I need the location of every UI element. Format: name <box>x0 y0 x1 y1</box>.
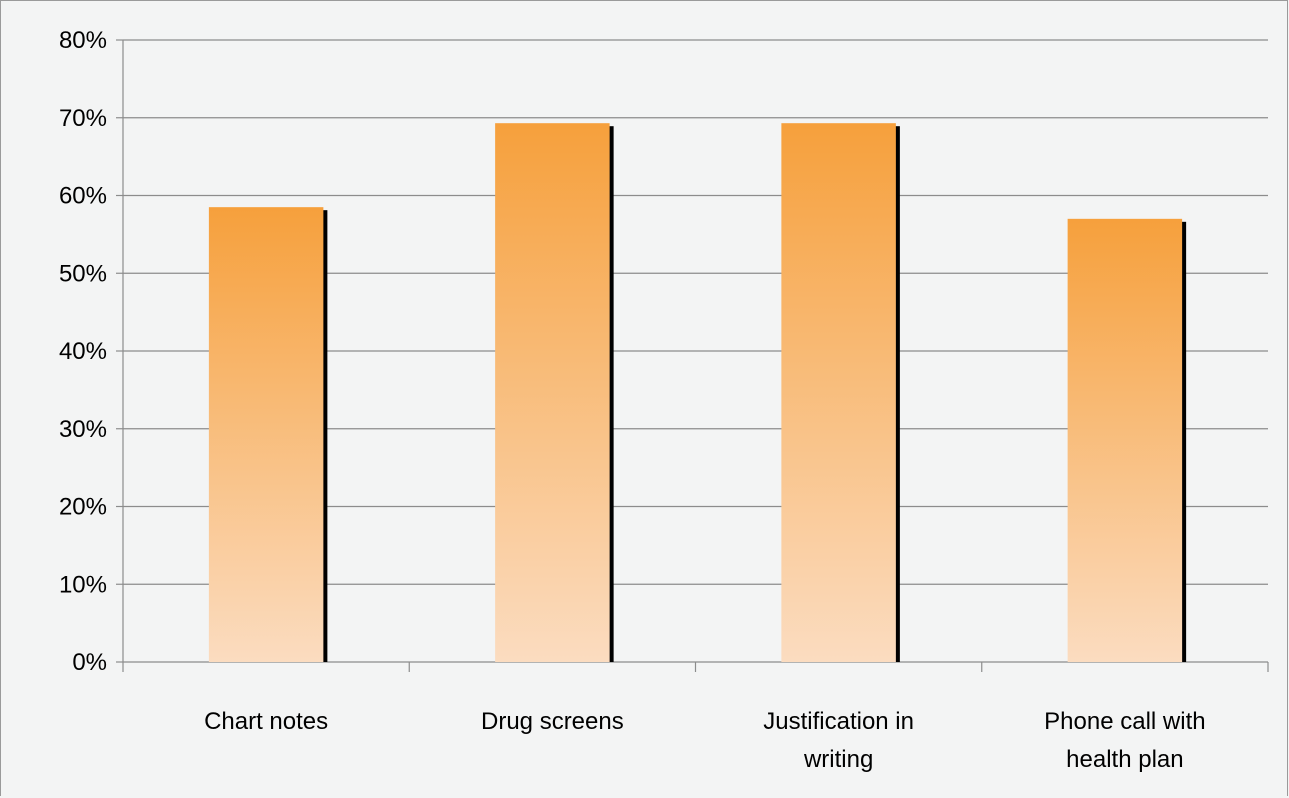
bars <box>208 123 1187 662</box>
y-tick-label: 50% <box>59 260 107 287</box>
x-category-label-line: Justification in <box>763 708 914 735</box>
y-tick-label: 10% <box>59 571 107 598</box>
x-category-label: Phone call with health plan <box>1044 708 1205 773</box>
x-category-label: Drug screens <box>481 708 624 735</box>
x-category-label-line: Phone call with <box>1044 708 1205 735</box>
axis-labels: 0% 10% 20% 30% 40% 50% 60% 70% 80% Chart notes Dru… <box>59 27 1206 773</box>
x-category-label: Chart notes <box>204 708 328 735</box>
bar <box>208 207 324 662</box>
x-category-label-line: Drug screens <box>481 708 624 735</box>
x-category-label: Justification in writing <box>763 708 914 773</box>
y-tick-label: 20% <box>59 494 107 521</box>
y-tick-label: 40% <box>59 338 107 365</box>
y-tick-label: 60% <box>59 183 107 210</box>
x-category-label-line: health plan <box>1066 746 1183 773</box>
bar <box>1067 218 1183 662</box>
y-tick-label: 80% <box>59 27 107 54</box>
x-category-label-line: Chart notes <box>204 708 328 735</box>
bar <box>781 123 896 662</box>
y-tick-label: 70% <box>59 105 107 132</box>
y-tick-label: 0% <box>72 649 107 676</box>
x-category-label-line: writing <box>803 746 873 773</box>
y-tick-label: 30% <box>59 416 107 443</box>
bar <box>495 123 610 662</box>
